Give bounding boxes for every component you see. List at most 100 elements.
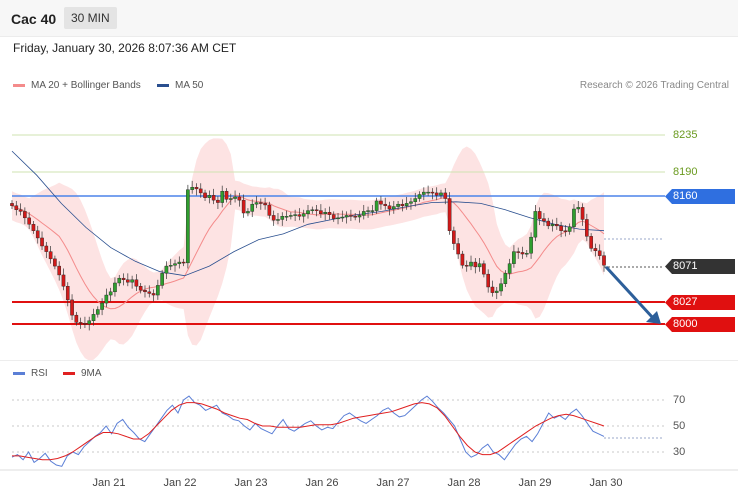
candle-body [31,224,36,231]
level-label-8235: 8235 [673,129,698,141]
header-bar: Cac 40 30 MIN [0,0,738,37]
candle-body [516,251,521,253]
candle-body [301,213,306,217]
x-label-jan23: Jan 23 [234,477,268,489]
candle-body [44,245,49,252]
legend-ma50-label: MA 50 [175,80,204,91]
legend-9ma-label: 9MA [81,368,102,379]
candle-body [589,236,593,249]
candle-body [181,261,186,264]
candle-body [280,216,285,220]
candle-body [580,207,585,220]
legend-ma20: MA 20 + Bollinger Bands [13,80,141,91]
legend-ma20-label: MA 20 + Bollinger Bands [31,80,141,91]
candle-body [434,192,439,196]
candle-body [40,237,44,247]
candle-body [490,286,495,293]
candle-body [78,322,83,324]
candle-body [95,309,100,315]
candle-body [314,209,319,211]
candle-body [237,196,242,201]
candle-body [323,212,327,215]
candle-body [100,302,104,310]
candle-body [293,214,297,216]
candle-body [464,265,469,267]
candle-body [48,251,53,260]
candle-body [65,286,70,301]
candle-body [35,230,40,239]
candle-body [409,201,413,204]
candle-body [473,261,478,268]
legend-ma50-swatch [157,84,169,87]
rsi-9ma-line [12,402,605,461]
candle-body [404,203,409,206]
timeframe-button[interactable]: 30 MIN [64,7,117,29]
x-label-jan26: Jan 26 [305,477,339,489]
candle-body [10,203,14,206]
candle-body [27,217,31,225]
candle-body [327,212,332,215]
ma50-line [11,150,605,277]
x-label-jan27: Jan 27 [376,477,410,489]
candle-body [319,210,323,215]
level-label-8190: 8190 [673,166,698,178]
candle-body [310,209,315,211]
candle-body [203,192,207,198]
legend-rsi-label: RSI [31,368,48,379]
candle-body [430,191,435,194]
candle-body [18,209,23,212]
level-tag-8160: 8160 [665,189,735,204]
candle-body [507,263,512,274]
candle-body [520,252,525,255]
candle-body [344,215,349,218]
legend-9ma-swatch [63,372,75,375]
candle-body [439,192,443,196]
date-line: Friday, January 30, 2026 8:07:36 AM CET [13,41,237,55]
candle-body [130,279,134,283]
level-tag-8071: 8071 [665,259,735,274]
candle-body [387,205,392,210]
candle-body [186,189,190,264]
candle-body [555,224,559,227]
candle-body [74,314,79,323]
candle-body [53,258,57,267]
candle-body [370,210,375,212]
candle-body [228,198,233,200]
x-label-jan21: Jan 21 [92,477,126,489]
candle-body [447,198,452,231]
candle-body [550,224,555,227]
candle-body [198,188,203,194]
candle-body [567,226,572,232]
candle-body [524,253,529,255]
candle-body [224,191,229,200]
candle-body [254,202,259,205]
candle-body [156,285,160,296]
candle-body [546,220,551,227]
legend-ma50: MA 50 [157,80,203,91]
symbol-title: Cac 40 [11,11,57,27]
legend-ma20-swatch [13,84,25,87]
candle-body [533,211,538,238]
candle-body [177,261,182,264]
candle-body [220,191,225,203]
candle-body [173,263,177,266]
candle-body [417,194,422,199]
candle-body [306,210,310,215]
candle-body [486,273,490,288]
candle-body [134,279,139,287]
candle-body [593,248,598,252]
candle-body [164,265,169,274]
candle-body [529,236,533,254]
candle-body [271,215,276,221]
level-tag-8027: 8027 [665,295,735,310]
candle-body [443,192,448,199]
candle-body [366,210,370,212]
candle-body [469,261,473,267]
legend-rsi-swatch [13,372,25,375]
rsi-tick-30: 30 [673,446,686,458]
candle-body [233,196,237,199]
candle-body [357,215,362,218]
candle-body [572,208,576,227]
candle-body [113,282,117,293]
